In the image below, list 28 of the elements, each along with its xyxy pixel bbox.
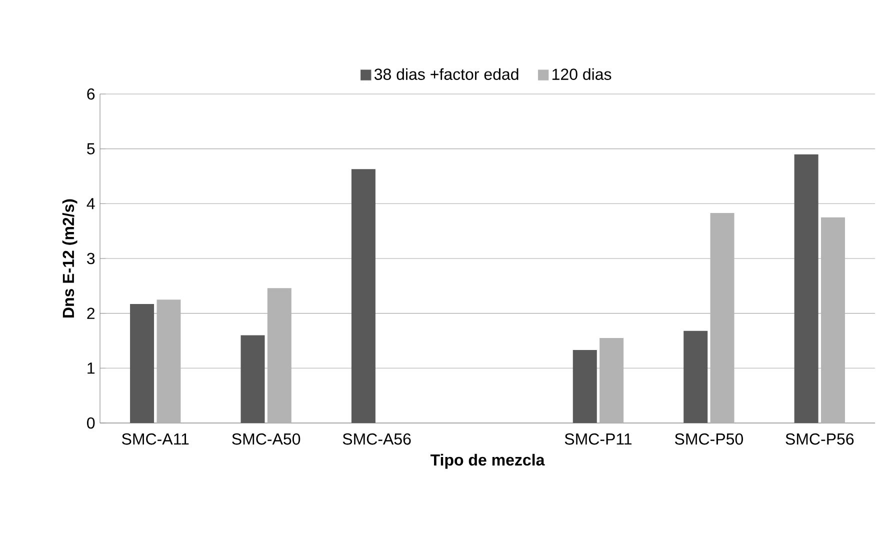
y-tick-label: 4 — [86, 198, 95, 210]
y-tick-label: 6 — [87, 88, 95, 100]
bar — [240, 335, 265, 423]
x-tick-label: SMC-A11 — [122, 433, 189, 445]
y-tick-label: 5 — [87, 143, 95, 154]
bar — [820, 217, 845, 423]
y-tick-label: 1 — [88, 362, 95, 374]
bar — [684, 330, 708, 423]
bar — [156, 300, 181, 423]
bar — [572, 350, 597, 423]
legend-label: 38 dias +factor edad — [374, 68, 518, 80]
bar — [351, 169, 376, 423]
bar — [267, 288, 292, 423]
x-axis-title: Tipo de mezcla — [430, 454, 545, 469]
bar — [130, 304, 154, 423]
x-tick-label: SMC-P50 — [674, 433, 743, 445]
bar — [710, 212, 734, 423]
x-tick-label: SMC-P11 — [564, 433, 632, 445]
legend-label: 120 dias — [552, 68, 612, 80]
y-axis-title: Dns E-12 (m2/s) — [62, 199, 78, 318]
y-tick-label: 0 — [87, 417, 95, 429]
x-tick-label: SMC-P56 — [786, 433, 854, 445]
bar — [600, 338, 624, 423]
y-tick-label: 3 — [87, 252, 95, 264]
y-tick-label: 2 — [87, 308, 94, 319]
x-tick-label: SMC-A50 — [232, 433, 300, 445]
x-tick-label: SMC-A56 — [342, 433, 411, 445]
bar — [794, 154, 818, 423]
